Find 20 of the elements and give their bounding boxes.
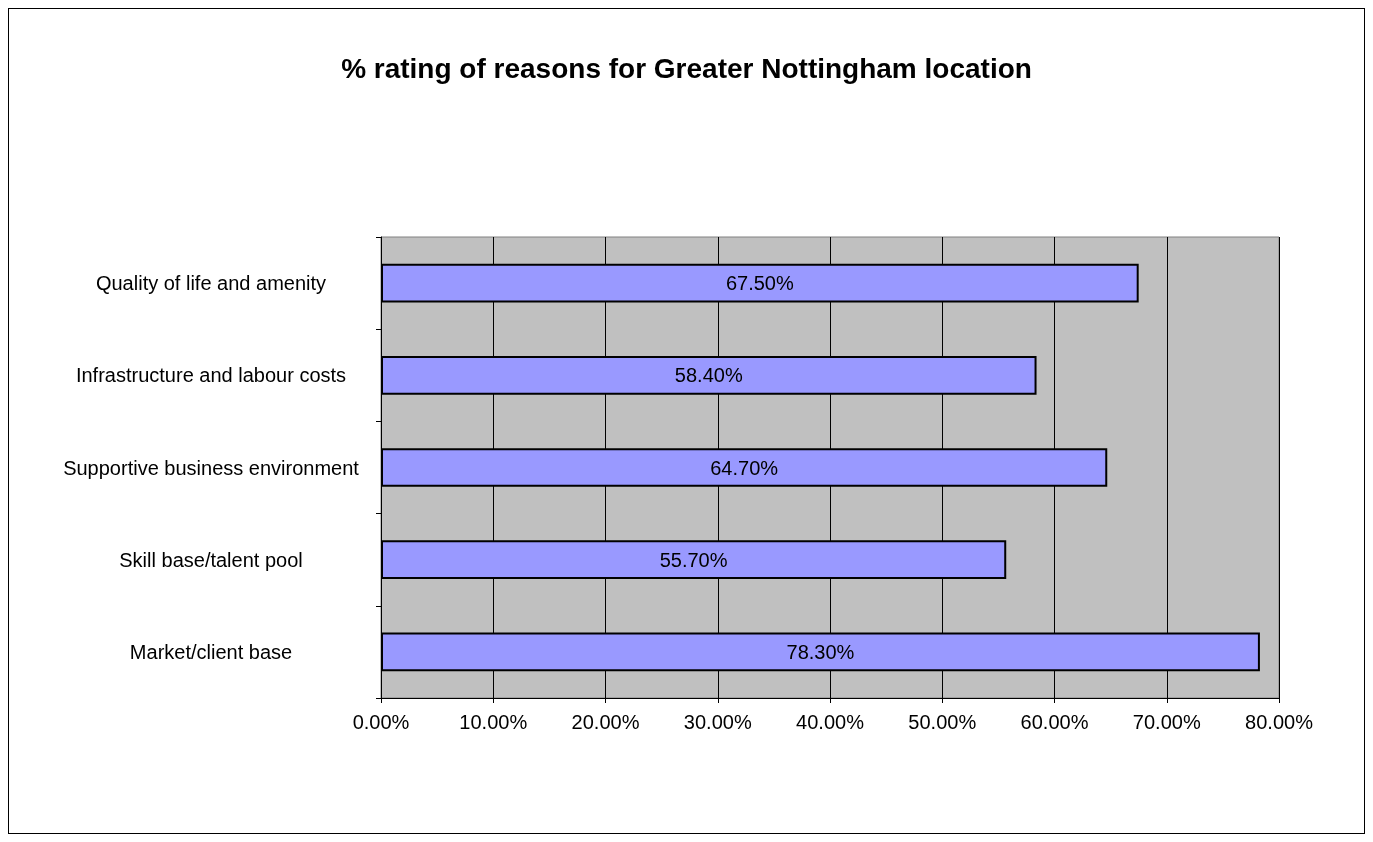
y-tick-label: Skill base/talent pool (119, 548, 303, 571)
x-tick-label: 30.00% (683, 711, 752, 733)
x-tick-label: 80.00% (1245, 711, 1314, 733)
data-label: 78.30% (786, 640, 855, 663)
y-tick-label: Quality of life and amenity (95, 272, 327, 295)
chart-title: % rating of reasons for Greater Nottingham location (341, 52, 1032, 84)
x-tick-label: 60.00% (1020, 711, 1089, 733)
data-label: 55.70% (659, 548, 728, 571)
x-tick-label: 20.00% (571, 711, 640, 733)
y-tick-label: Infrastructure and labour costs (75, 364, 347, 387)
data-label: 67.50% (725, 272, 794, 295)
y-tick-label: Market/client base (129, 640, 293, 663)
x-tick-label: 50.00% (908, 711, 977, 733)
y-tick-label: Supportive business environment (63, 456, 360, 479)
x-tick-label: 40.00% (796, 711, 865, 733)
data-label: 64.70% (710, 456, 779, 479)
x-tick-label: 0.00% (352, 711, 410, 733)
x-tick-label: 10.00% (459, 711, 528, 733)
data-label: 58.40% (674, 364, 743, 387)
x-tick-label: 70.00% (1132, 711, 1201, 733)
